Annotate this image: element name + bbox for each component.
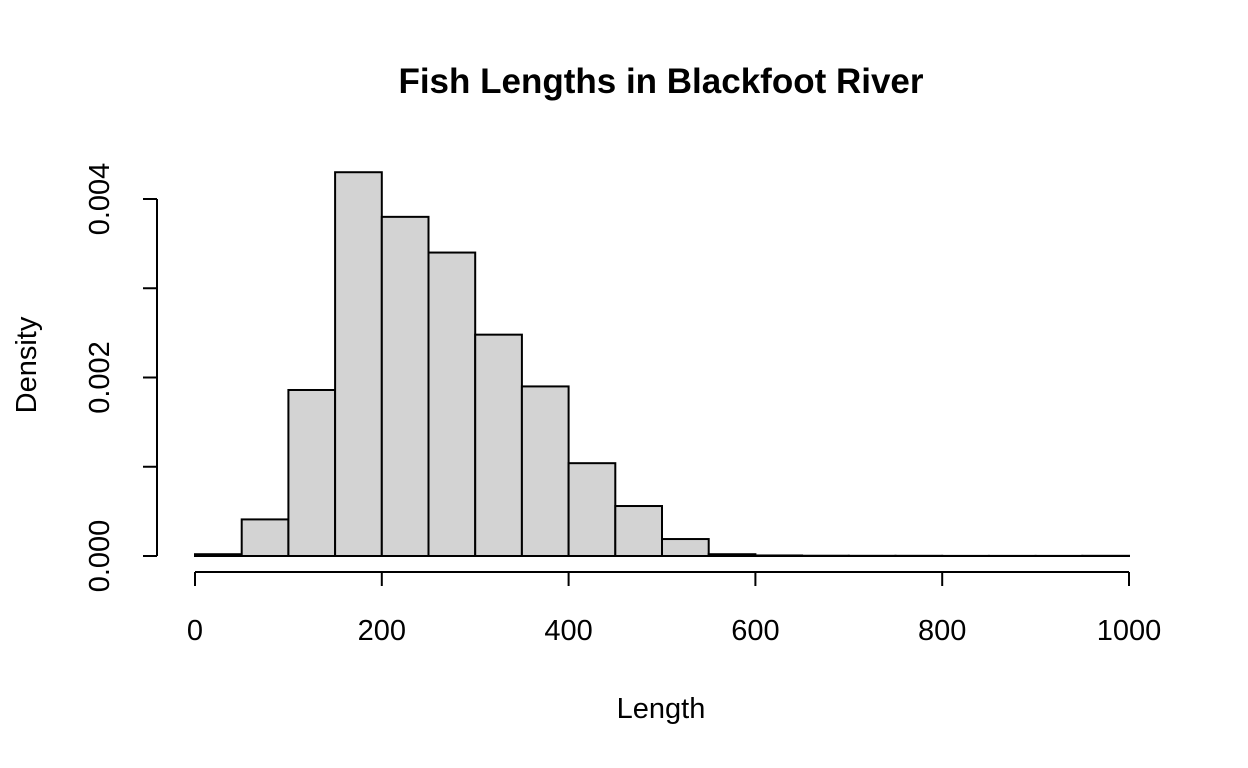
- histogram-bar: [567, 462, 617, 557]
- y-axis-label: Density: [11, 316, 43, 413]
- y-tick-label: 0.000: [84, 520, 116, 593]
- histogram-bar: [334, 171, 383, 557]
- bars-group: [194, 171, 1131, 558]
- x-tick-label: 200: [358, 615, 406, 647]
- histogram-bar: [427, 251, 477, 558]
- x-axis-label: Length: [617, 693, 706, 725]
- histogram-bar: [240, 518, 290, 557]
- y-axis: 0.000 0.002 0.004: [84, 163, 158, 593]
- y-tick-label: 0.002: [84, 341, 116, 414]
- histogram-bar: [474, 333, 523, 557]
- x-tick-label: 0: [187, 615, 203, 647]
- histogram-bar: [520, 385, 570, 557]
- x-tick-label: 1000: [1097, 615, 1162, 647]
- x-tick-label: 800: [918, 615, 966, 647]
- x-tick-label: 600: [731, 615, 779, 647]
- histogram-bar: [614, 505, 663, 557]
- histogram-bar: [287, 388, 337, 557]
- histogram-bar: [194, 553, 243, 558]
- histogram-bar: [707, 553, 757, 558]
- y-tick-label: 0.004: [84, 163, 116, 236]
- histogram-bar: [661, 538, 710, 557]
- histogram-bar: [754, 554, 804, 557]
- x-tick-label: 400: [544, 615, 592, 647]
- histogram-bar: [380, 215, 430, 557]
- x-axis: 0 200 400 600 800 1000: [187, 571, 1162, 647]
- chart-title: Fish Lengths in Blackfoot River: [398, 62, 923, 101]
